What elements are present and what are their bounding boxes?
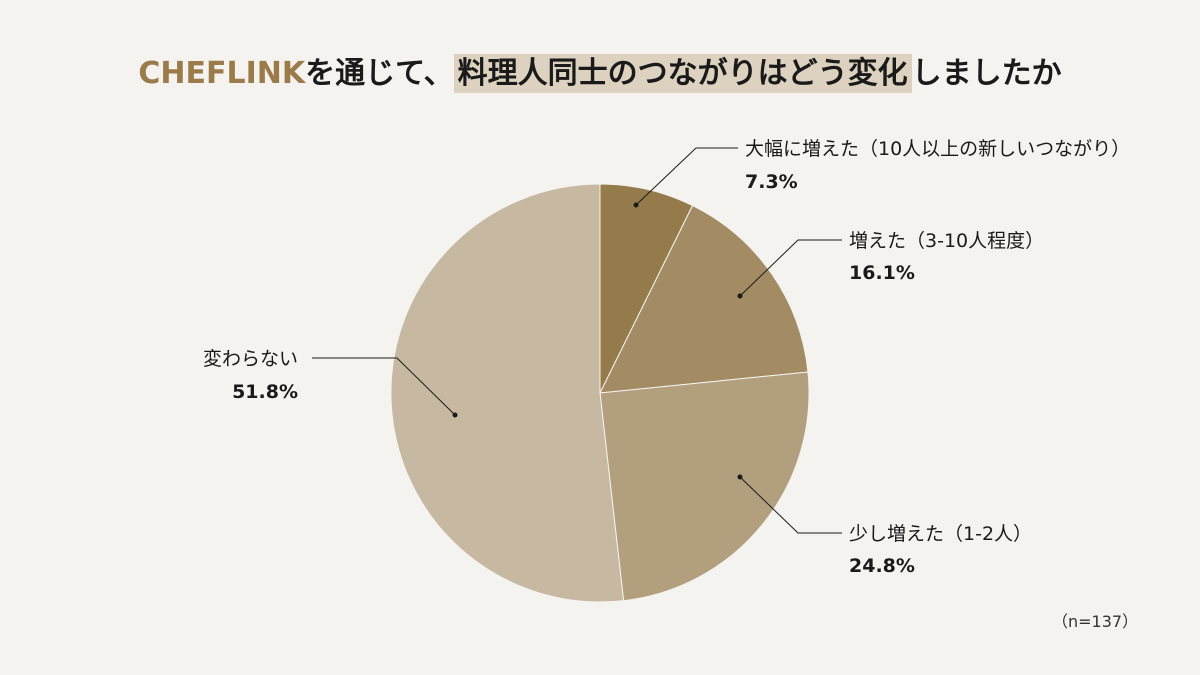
chart-title: CHEFLINKを通じて、 料理人同士のつながりはどう変化 しましたか (0, 52, 1200, 96)
leader-line-3 (312, 357, 456, 416)
pie-slices (390, 183, 810, 603)
slice-label-2: 少し増えた（1-2人） (849, 523, 1032, 545)
sample-size-note: （n=137） (1052, 612, 1139, 631)
pie-slice-1 (599, 204, 809, 394)
title-tail: しましたか (911, 56, 1062, 91)
slice-value-3: 51.8% (232, 381, 298, 403)
leader-dot-3 (452, 412, 458, 418)
slice-label-3: 変わらない (203, 348, 298, 370)
title-middle: を通じて、 (305, 56, 454, 91)
slice-value-0: 7.3% (745, 171, 798, 193)
slice-label-0: 大幅に増えた（10人以上の新しいつながり） (745, 138, 1130, 160)
slice-value-1: 16.1% (849, 262, 915, 284)
title-brand: CHEFLINK (138, 56, 306, 91)
leader-dot-0 (633, 202, 639, 208)
pie-slice-2 (599, 371, 810, 602)
leader-dot-2 (737, 474, 743, 480)
leader-line-1 (739, 239, 842, 297)
leader-dot-1 (737, 293, 743, 299)
leader-line-2 (739, 476, 842, 534)
title-highlight: 料理人同士のつながりはどう変化 (453, 54, 912, 93)
leader-line-0 (635, 147, 738, 206)
slice-value-2: 24.8% (849, 555, 915, 577)
slice-label-1: 増えた（3-10人程度） (849, 230, 1044, 252)
pie-slice-3 (390, 183, 625, 603)
